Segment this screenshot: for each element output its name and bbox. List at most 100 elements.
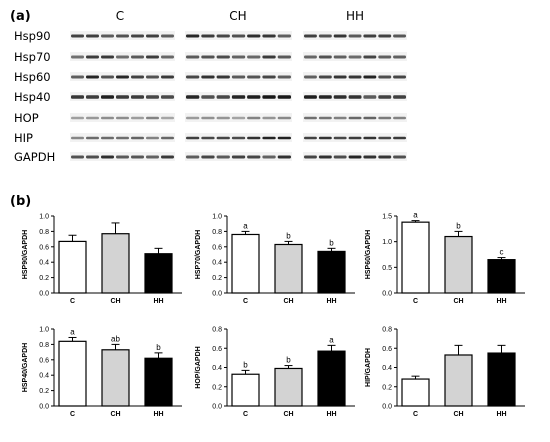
blot-band	[333, 155, 347, 159]
blot-band	[247, 136, 261, 140]
bar-chart: 0.0 0.2 0.4 0.6 0.8 1.0 HSP70/GAPDH Ca CH b HH b	[195, 214, 355, 305]
blot-band	[333, 55, 347, 59]
y-tick-label: 0.6	[382, 346, 392, 353]
blot-band	[304, 116, 317, 120]
blot-band	[116, 116, 129, 120]
bar-hh	[487, 352, 516, 407]
x-tick-label: HH	[153, 298, 163, 305]
blot-band	[262, 34, 276, 38]
bar-hh	[144, 357, 173, 407]
y-axis-label: HSP70/GAPDH	[195, 230, 202, 279]
blot-band	[262, 55, 276, 59]
y-axis-label: HIP/GAPDH	[365, 348, 372, 387]
y-tick-label: 0.0	[212, 404, 222, 411]
x-tick-label: HH	[496, 298, 506, 305]
y-tick-label: 0.8	[212, 327, 222, 334]
blot-band	[393, 75, 406, 79]
western-blot-image	[70, 31, 407, 161]
blot-band	[216, 75, 230, 79]
blot-band	[216, 95, 230, 99]
blot-band	[201, 155, 215, 159]
y-tick-label: 0.6	[39, 357, 49, 364]
y-tick-label: 0.6	[39, 244, 49, 251]
blot-band	[348, 116, 362, 120]
blot-band	[393, 136, 406, 140]
bar-c	[58, 240, 87, 294]
blot-row-label-gapdh: GAPDH	[14, 150, 55, 164]
bar-c	[58, 340, 87, 407]
significance-letter: a	[413, 211, 418, 220]
blot-band	[146, 136, 159, 140]
blot-band	[231, 155, 246, 159]
blot-band	[277, 75, 291, 79]
blot-band	[247, 116, 261, 120]
blot-band	[216, 136, 230, 140]
blot-band	[146, 55, 159, 59]
western-blot-labels: Hsp90 Hsp70 Hsp60 Hsp40 HOP HIP GAPDH	[14, 29, 55, 164]
blot-band	[262, 75, 276, 79]
blot-band	[131, 95, 144, 99]
blot-band	[231, 55, 246, 59]
y-axis-label: HSP40/GAPDH	[22, 343, 29, 392]
blot-band	[101, 116, 114, 120]
blot-band	[71, 95, 84, 99]
x-tick-label: CH	[283, 411, 293, 418]
significance-letter: b	[286, 231, 291, 240]
x-tick-label: C	[413, 411, 418, 418]
blot-band	[304, 75, 317, 79]
x-tick-label: C	[70, 298, 75, 305]
blot-band	[318, 155, 332, 159]
bar-c	[231, 373, 260, 407]
significance-letter: ab	[111, 334, 120, 343]
blot-band	[333, 95, 347, 99]
blot-band	[186, 116, 200, 120]
y-tick-label: 0.8	[39, 229, 49, 236]
blot-band	[186, 155, 200, 159]
blot-band	[161, 116, 174, 120]
significance-letter: b	[286, 356, 291, 365]
blot-band	[262, 95, 276, 99]
significance-letter: a	[329, 335, 334, 344]
bar-chart: 0.0 0.5 1.0 1.5 HSP60/GAPDH Ca CH b HH c	[365, 211, 525, 305]
y-tick-label: 1.0	[382, 239, 392, 246]
x-tick-label: C	[243, 298, 248, 305]
blot-band	[318, 34, 332, 38]
y-tick-label: 0.2	[212, 384, 222, 391]
blot-band	[393, 34, 406, 38]
blot-membrane	[70, 113, 175, 122]
y-tick-label: 0.6	[212, 244, 222, 251]
bar-ch	[274, 367, 303, 407]
blot-band	[131, 75, 144, 79]
y-tick-label: 0.4	[39, 373, 49, 380]
bar-c	[401, 221, 430, 294]
x-tick-label: HH	[326, 298, 336, 305]
blot-band	[333, 75, 347, 79]
blot-band	[247, 75, 261, 79]
y-tick-label: 0.2	[39, 275, 49, 282]
blot-band	[201, 75, 215, 79]
y-axis-label: HSP60/GAPDH	[365, 230, 372, 279]
blot-band	[277, 155, 291, 159]
blot-band	[186, 55, 200, 59]
blot-band	[277, 34, 291, 38]
blot-band	[318, 55, 332, 59]
blot-band	[216, 34, 230, 38]
blot-band	[304, 136, 317, 140]
blot-band	[146, 116, 159, 120]
blot-band	[247, 155, 261, 159]
blot-band	[186, 136, 200, 140]
blot-row-label-hsp90: Hsp90	[14, 29, 51, 43]
blot-band	[363, 155, 377, 159]
blot-band	[247, 95, 261, 99]
blot-band	[333, 116, 347, 120]
y-axis-label: HSP90/GAPDH	[22, 230, 29, 279]
blot-band	[86, 155, 99, 159]
blot-band	[277, 116, 291, 120]
blot-band	[116, 75, 129, 79]
blot-row-label-hsp40: Hsp40	[14, 90, 51, 104]
bar-chart: 0.0 0.2 0.4 0.6 0.8 1.0 HSP40/GAPDH Ca CH ab HH b	[22, 327, 182, 418]
blot-band	[131, 55, 144, 59]
y-tick-label: 0.4	[212, 365, 222, 372]
blot-band	[393, 95, 406, 99]
